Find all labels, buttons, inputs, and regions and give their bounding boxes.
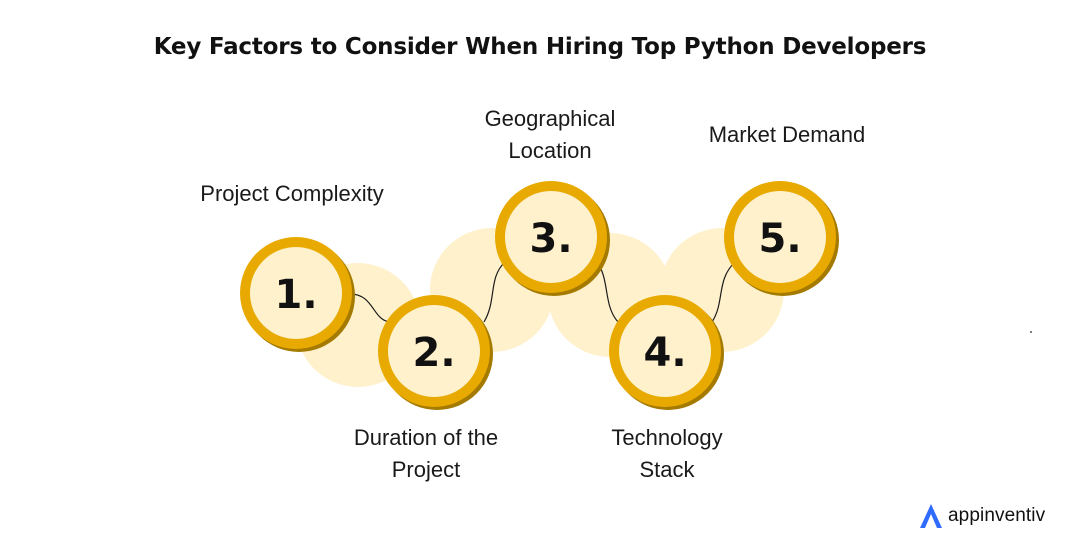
- step-circle-1: 1.: [240, 237, 355, 352]
- step-number-4: 4.: [643, 330, 686, 376]
- step-circle-2: 2.: [378, 295, 493, 410]
- page-title: Key Factors to Consider When Hiring Top …: [153, 34, 927, 60]
- step-number-3: 3.: [529, 216, 572, 262]
- step-label-3: Geographical Location: [484, 106, 616, 163]
- step-label-5: Market Demand: [708, 122, 866, 147]
- brand-name: appinventiv: [948, 505, 1046, 526]
- step-number-2: 2.: [412, 330, 455, 376]
- step-number-5: 5.: [758, 216, 801, 262]
- stray-dot: [1030, 331, 1032, 333]
- step-label-2: Duration of the Project: [353, 425, 499, 482]
- step-label-4: Technology Stack: [611, 425, 723, 482]
- appinventiv-logo-icon: [920, 504, 942, 528]
- connector-2-3: [483, 261, 506, 323]
- brand-logo: appinventiv: [918, 502, 1045, 530]
- step-label-1: Project Complexity: [200, 181, 384, 206]
- connector-4-5: [711, 261, 736, 323]
- step-circle-5: 5.: [724, 181, 839, 296]
- step-circle-4: 4.: [609, 295, 724, 410]
- step-number-1: 1.: [274, 272, 317, 318]
- step-circle-3: 3.: [495, 181, 610, 296]
